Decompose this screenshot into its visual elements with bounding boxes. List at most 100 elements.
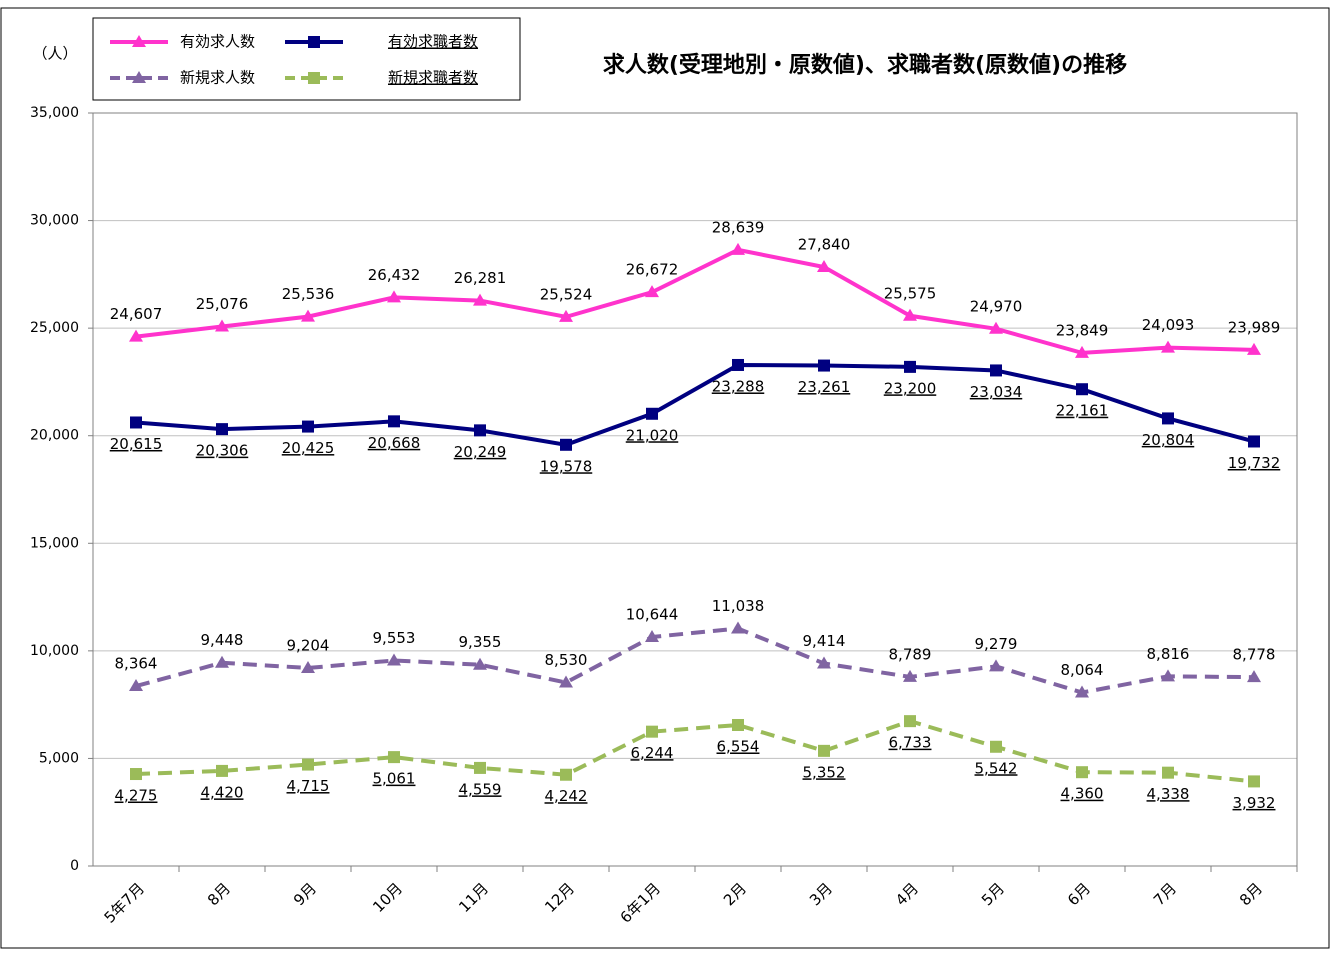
data-point: [387, 653, 401, 666]
data-label: 9,355: [459, 633, 502, 651]
legend-marker: [308, 72, 320, 84]
data-point: [731, 621, 745, 634]
data-point: [215, 655, 229, 668]
data-label: 23,989: [1228, 318, 1281, 336]
x-tick-label: 2月: [720, 879, 750, 909]
data-point: [559, 675, 573, 688]
data-point: [989, 321, 1003, 334]
data-point: [1248, 775, 1260, 788]
data-label: 4,242: [545, 787, 588, 805]
data-label: 23,288: [712, 377, 765, 395]
data-label: 8,789: [889, 645, 932, 663]
x-tick-label: 11月: [455, 879, 492, 916]
data-point: [1075, 345, 1089, 358]
data-point: [1161, 669, 1175, 682]
data-label: 25,076: [196, 295, 249, 313]
data-label: 5,542: [975, 759, 1018, 777]
data-label: 26,281: [454, 269, 507, 287]
y-tick-label: 35,000: [30, 105, 79, 121]
data-point: [732, 718, 744, 731]
data-point: [646, 407, 658, 420]
data-label: 23,849: [1056, 321, 1109, 339]
data-point: [904, 715, 916, 728]
data-point: [387, 290, 401, 303]
legend-marker: [132, 35, 146, 47]
data-label: 8,364: [115, 655, 158, 673]
data-point: [645, 285, 659, 298]
data-point: [215, 319, 229, 332]
data-point: [129, 329, 143, 342]
y-tick-label: 10,000: [30, 643, 79, 659]
data-point: [474, 761, 486, 774]
series-line: [135, 626, 1255, 695]
data-point: [474, 424, 486, 437]
data-label: 19,732: [1228, 454, 1281, 472]
data-label: 20,306: [196, 442, 249, 460]
x-tick-label: 5月: [978, 879, 1008, 909]
data-label: 4,715: [287, 777, 330, 795]
data-label: 4,275: [115, 787, 158, 805]
x-tick-label: 4月: [892, 879, 922, 909]
data-point: [1076, 766, 1088, 779]
y-tick-label: 5,000: [39, 750, 79, 766]
x-tick-label: 9月: [290, 879, 320, 909]
data-point: [388, 415, 400, 428]
data-label: 8,530: [545, 651, 588, 669]
data-label: 8,816: [1147, 645, 1190, 663]
plot-border: [92, 112, 1298, 867]
x-tick-label: 6年1月: [617, 879, 664, 926]
data-point: [1247, 342, 1261, 355]
data-label: 21,020: [626, 426, 679, 444]
data-label: 8,778: [1233, 646, 1276, 664]
data-label: 3,932: [1233, 794, 1276, 812]
data-label: 23,034: [970, 383, 1023, 401]
data-point: [817, 656, 831, 669]
data-label: 4,559: [459, 780, 502, 798]
data-point: [1076, 383, 1088, 396]
data-label: 5,061: [373, 770, 416, 788]
x-tick-label: 8月: [1236, 879, 1266, 909]
legend-label: 新規求職者数: [388, 69, 478, 87]
y-tick-label: 0: [70, 858, 79, 874]
data-label: 9,204: [287, 636, 330, 654]
data-label: 9,553: [373, 629, 416, 647]
data-label: 6,733: [889, 734, 932, 752]
chart-border: [0, 7, 1330, 949]
legend-marker: [132, 71, 146, 83]
series-line: [135, 362, 1255, 447]
data-point: [388, 751, 400, 764]
data-label: 23,200: [884, 379, 937, 397]
data-label: 20,615: [110, 435, 163, 453]
data-point: [731, 242, 745, 255]
data-label: 24,607: [110, 305, 163, 323]
series-line: [135, 247, 1255, 355]
data-point: [130, 768, 142, 781]
data-point: [989, 659, 1003, 672]
data-point: [646, 725, 658, 738]
data-point: [301, 660, 315, 673]
legend-marker: [308, 36, 320, 48]
data-point: [560, 438, 572, 451]
data-point: [559, 309, 573, 322]
data-label: 9,414: [803, 632, 846, 650]
data-point: [990, 364, 1002, 377]
data-label: 22,161: [1056, 402, 1109, 420]
data-label: 28,639: [712, 218, 765, 236]
data-point: [1162, 412, 1174, 425]
data-label: 6,554: [717, 737, 760, 755]
data-point: [216, 423, 228, 436]
data-point: [302, 420, 314, 433]
data-label: 27,840: [798, 236, 851, 254]
data-point: [817, 260, 831, 273]
legend-box: [92, 17, 521, 101]
data-label: 10,644: [626, 606, 679, 624]
data-label: 20,425: [282, 439, 335, 457]
y-tick-label: 20,000: [30, 428, 79, 444]
data-label: 24,970: [970, 297, 1023, 315]
data-label: 6,244: [631, 744, 674, 762]
data-point: [818, 744, 830, 757]
data-label: 11,038: [712, 597, 765, 615]
data-label: 20,668: [368, 434, 421, 452]
data-label: 26,432: [368, 266, 421, 284]
x-tick-label: 6月: [1064, 879, 1094, 909]
